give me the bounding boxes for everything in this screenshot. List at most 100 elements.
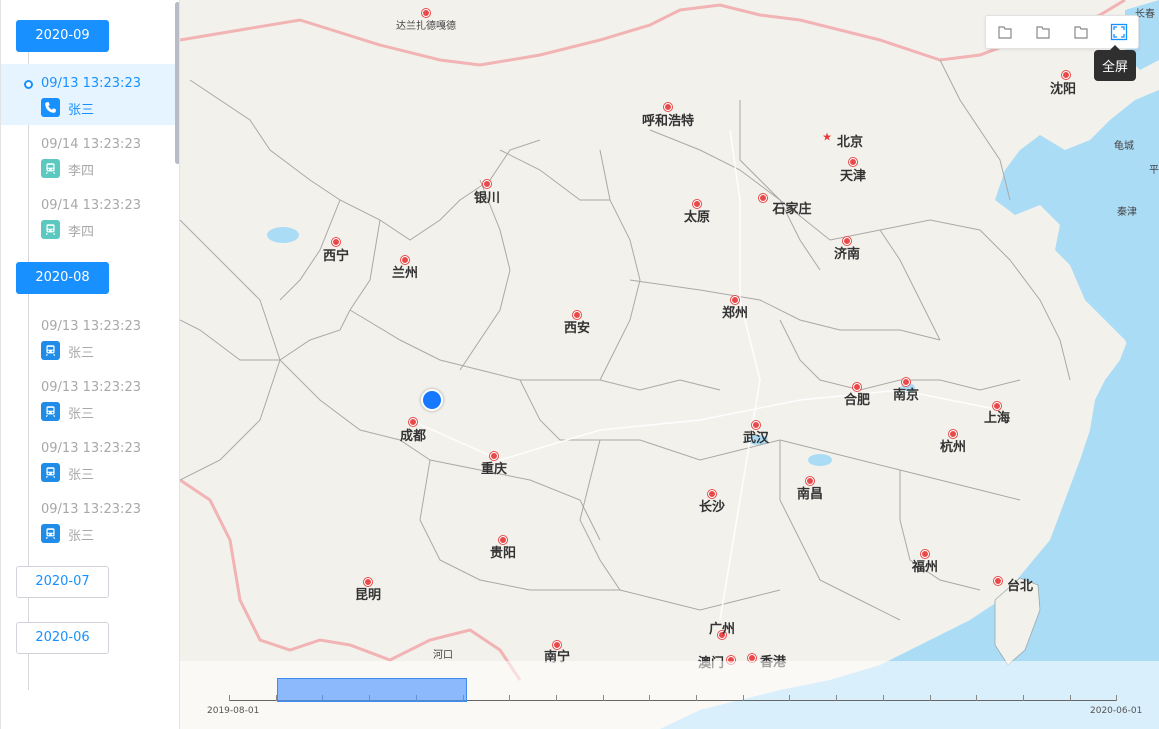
record-time: 09/13 13:23:23 [41,502,141,517]
record-item[interactable]: 09/13 13:23:23 张三 [1,64,175,125]
city-marker [573,311,581,319]
record-person: 张三 [68,407,95,422]
record-person: 张三 [68,103,95,118]
month-button-2020-07[interactable]: 2020-07 [16,566,109,598]
record-person: 张三 [68,468,95,483]
record-item[interactable]: 09/13 13:23:23 张三 [1,307,175,368]
city-marker [422,9,430,17]
city-label: 合肥 [843,393,871,408]
month-button-2020-06[interactable]: 2020-06 [16,622,109,654]
city-marker [693,200,701,208]
city-label: 呼和浩特 [641,114,695,129]
layer-icon[interactable] [994,21,1016,43]
time-slider-tick [696,695,697,701]
city-marker [664,103,672,111]
city-label: 上海 [983,411,1011,426]
time-slider-tick [509,695,511,701]
record-person: 李四 [68,164,95,179]
location-pin[interactable] [421,389,443,411]
record-item[interactable]: 09/13 13:23:23 张三 [1,368,175,429]
city-marker [759,194,767,202]
city-marker [553,641,561,649]
city-marker [332,238,340,246]
city-label: 北京 [836,135,864,150]
city-label: 石家庄 [772,202,812,217]
city-label: 台北 [1006,579,1034,594]
city-marker [708,490,716,498]
time-slider-tick [649,695,651,701]
timeline-sidebar: 2020-09 09/13 13:23:23 张三 09/14 13:23:23… [0,0,180,729]
city-marker [401,256,409,264]
record-time: 09/13 13:23:23 [41,441,141,456]
record-person: 李四 [68,225,95,240]
capital-star-icon: ★ [822,130,832,144]
city-label: 成都 [399,429,427,444]
city-label: 长春 [1135,9,1155,20]
time-slider-tick [1069,695,1071,701]
train-icon [41,341,60,360]
city-marker [718,631,726,639]
train-icon [41,463,60,482]
record-item[interactable]: 09/14 13:23:23 李四 [1,125,175,186]
city-label: 西安 [563,321,591,336]
time-slider-tick [229,695,230,701]
city-marker [752,421,760,429]
map-toolbar [985,15,1139,49]
fullscreen-tooltip: 全屏 [1094,45,1137,81]
city-label: 长沙 [698,500,726,515]
time-slider-tick [976,695,978,701]
city-label: 天津 [839,169,867,184]
record-time: 09/13 13:23:23 [41,76,141,91]
timeline-line [28,40,29,690]
city-marker [364,578,372,586]
city-label: 太原 [683,210,711,225]
city-marker [994,577,1002,585]
record-item[interactable]: 09/13 13:23:23 张三 [1,429,175,490]
city-marker [806,477,814,485]
city-label: 郑州 [721,306,749,321]
month-button-2020-09[interactable]: 2020-09 [16,20,109,52]
city-label: 南京 [892,388,920,403]
city-label: 龟城 [1114,141,1134,152]
city-marker [731,296,739,304]
city-label: 河口 [433,650,453,661]
fullscreen-icon[interactable] [1108,21,1130,43]
train-icon [41,402,60,421]
record-time: 09/14 13:23:23 [41,198,141,213]
city-label: 福州 [911,560,939,575]
time-slider-axis [229,700,1117,701]
city-label: 昆明 [354,588,382,603]
time-slider-tick [555,695,557,701]
layer-icon[interactable] [1070,21,1092,43]
record-item[interactable]: 09/13 13:23:23 张三 [1,490,175,551]
city-marker [843,237,851,245]
timeline-dot [24,80,33,89]
city-marker [483,180,491,188]
month-button-2020-08[interactable]: 2020-08 [16,262,109,294]
time-slider-tick [789,695,791,701]
city-marker [921,550,929,558]
time-range-selection[interactable] [277,678,467,702]
city-marker [1062,71,1070,79]
city-label: 西宁 [322,249,350,264]
city-label: 贵阳 [489,546,517,561]
time-start-label: 2019-08-01 [207,706,260,716]
record-person: 张三 [68,346,95,361]
train-icon [41,220,60,239]
time-slider-tick [275,695,277,701]
layer-icon[interactable] [1032,21,1054,43]
city-marker [409,418,417,426]
time-slider-tick [1116,695,1118,701]
sidebar-scrollbar[interactable] [175,2,179,164]
record-item[interactable]: 09/14 13:23:23 李四 [1,186,175,247]
record-time: 09/14 13:23:23 [41,137,141,152]
time-slider-tick [929,695,931,701]
city-label: 达兰扎德嘎德 [396,21,456,32]
time-slider-tick [742,695,744,701]
city-label: 兰州 [391,266,419,281]
time-end-label: 2020-06-01 [1090,706,1143,716]
time-slider-tick [1022,695,1024,701]
city-label: 沈阳 [1049,82,1077,97]
time-slider-tick [602,695,604,701]
map-view[interactable]: 达兰扎德嘎德 沈阳 呼和浩特 ★ 北京 天津 银川 太原 石家庄 西宁 兰州 济… [180,0,1159,729]
